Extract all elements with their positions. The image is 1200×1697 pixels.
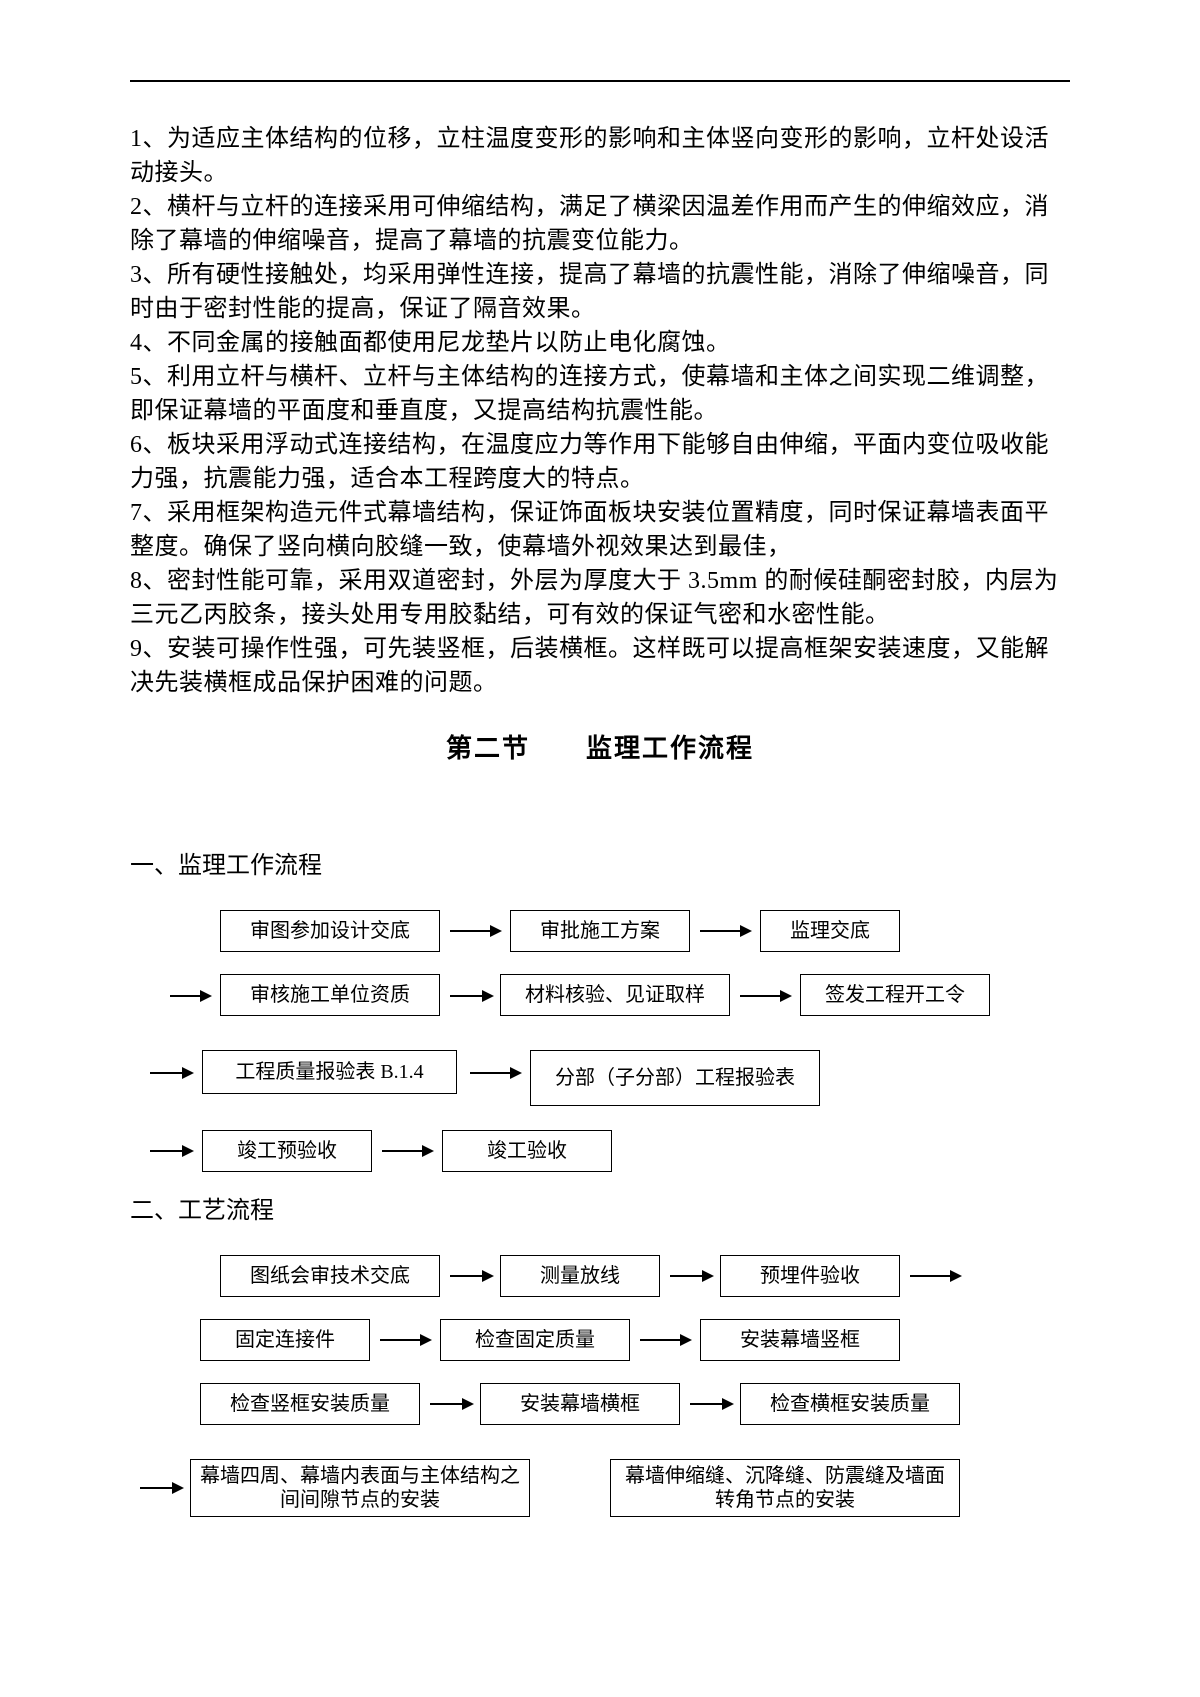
- arrow-icon: [450, 930, 500, 932]
- flow2-r1b3: 预埋件验收: [720, 1255, 900, 1297]
- flow2-r3b2: 安装幕墙横框: [480, 1383, 680, 1425]
- flow2-r2b2: 检查固定质量: [440, 1319, 630, 1361]
- flowchart-process: 图纸会审技术交底 测量放线 预埋件验收 固定连接件 检查固定质量 安装幕墙竖框 …: [130, 1255, 1070, 1545]
- arrow-icon: [690, 1403, 732, 1405]
- arrow-icon: [470, 1072, 520, 1074]
- flow1-r3b2: 分部（子分部）工程报验表: [530, 1050, 820, 1106]
- flow2-r3b3: 检查横框安装质量: [740, 1383, 960, 1425]
- arrow-icon: [670, 1275, 712, 1277]
- p2: 2、横杆与立杆的连接采用可伸缩结构，满足了横梁因温差作用而产生的伸缩效应，消除了…: [130, 190, 1070, 258]
- flow1-r1b3: 监理交底: [760, 910, 900, 952]
- p1: 1、为适应主体结构的位移，立柱温度变形的影响和主体竖向变形的影响，立杆处设活动接…: [130, 122, 1070, 190]
- flow1-r3b1: 工程质量报验表 B.1.4: [202, 1050, 457, 1094]
- flow2-r4b1: 幕墙四周、幕墙内表面与主体结构之间间隙节点的安装: [190, 1459, 530, 1517]
- flow1-r1b1: 审图参加设计交底: [220, 910, 440, 952]
- arrow-icon: [910, 1275, 960, 1277]
- flow2-r3b1: 检查竖框安装质量: [200, 1383, 420, 1425]
- flow1-r4b2: 竣工验收: [442, 1130, 612, 1172]
- arrow-icon: [450, 995, 492, 997]
- p8: 8、密封性能可靠，采用双道密封，外层为厚度大于 3.5mm 的耐候硅酮密封胶，内…: [130, 564, 1070, 632]
- arrow-icon: [150, 1072, 192, 1074]
- arrow-icon: [382, 1150, 432, 1152]
- top-rule: [130, 80, 1070, 82]
- arrow-icon: [150, 1150, 192, 1152]
- p4: 4、不同金属的接触面都使用尼龙垫片以防止电化腐蚀。: [130, 326, 1070, 360]
- flow1-r2b3: 签发工程开工令: [800, 974, 990, 1016]
- p7: 7、采用框架构造元件式幕墙结构，保证饰面板块安装位置精度，同时保证幕墙表面平整度…: [130, 496, 1070, 564]
- flow1-r2b2: 材料核验、见证取样: [500, 974, 730, 1016]
- arrow-icon: [170, 995, 210, 997]
- flow1-r2b1: 审核施工单位资质: [220, 974, 440, 1016]
- flow2-r1b1: 图纸会审技术交底: [220, 1255, 440, 1297]
- flow2-r1b2: 测量放线: [500, 1255, 660, 1297]
- p5: 5、利用立杆与横杆、立杆与主体结构的连接方式，使幕墙和主体之间实现二维调整，即保…: [130, 360, 1070, 428]
- document-page: 1、为适应主体结构的位移，立柱温度变形的影响和主体竖向变形的影响，立杆处设活动接…: [130, 80, 1070, 1545]
- p3: 3、所有硬性接触处，均采用弹性连接，提高了幕墙的抗震性能，消除了伸缩噪音，同时由…: [130, 258, 1070, 326]
- sub-heading-1: 一、监理工作流程: [130, 845, 1070, 880]
- arrow-icon: [740, 995, 790, 997]
- p9: 9、安装可操作性强，可先装竖框，后装横框。这样既可以提高框架安装速度，又能解决先…: [130, 632, 1070, 700]
- flow1-r4b1: 竣工预验收: [202, 1130, 372, 1172]
- flow2-r2b3: 安装幕墙竖框: [700, 1319, 900, 1361]
- arrow-icon: [450, 1275, 492, 1277]
- arrow-icon: [140, 1487, 182, 1489]
- arrow-icon: [430, 1403, 472, 1405]
- flow1-r1b2: 审批施工方案: [510, 910, 690, 952]
- arrow-icon: [640, 1339, 690, 1341]
- flow2-r4b2: 幕墙伸缩缝、沉降缝、防震缝及墙面转角节点的安装: [610, 1459, 960, 1517]
- sub-heading-2: 二、工艺流程: [130, 1190, 1070, 1225]
- p6: 6、板块采用浮动式连接结构，在温度应力等作用下能够自由伸缩，平面内变位吸收能力强…: [130, 428, 1070, 496]
- flow2-r2b1: 固定连接件: [200, 1319, 370, 1361]
- section-title: 第二节 监理工作流程: [130, 728, 1070, 765]
- body-text: 1、为适应主体结构的位移，立柱温度变形的影响和主体竖向变形的影响，立杆处设活动接…: [130, 122, 1070, 700]
- flowchart-supervision: 审图参加设计交底 审批施工方案 监理交底 审核施工单位资质 材料核验、见证取样 …: [130, 910, 1070, 1190]
- arrow-icon: [380, 1339, 430, 1341]
- arrow-icon: [700, 930, 750, 932]
